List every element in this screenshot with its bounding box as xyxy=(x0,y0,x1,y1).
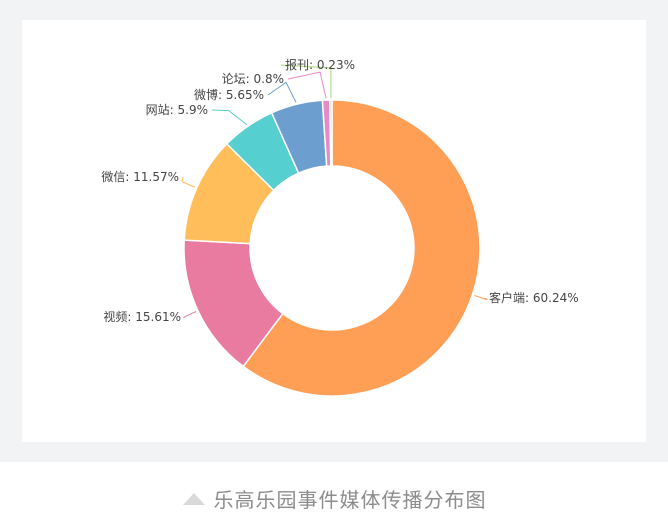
leader-line-网站 xyxy=(211,109,247,126)
slice-label-网站: 网站: 5.9% xyxy=(146,103,208,117)
slice-报刊[interactable] xyxy=(329,99,333,167)
leader-line-微博 xyxy=(267,81,297,103)
leader-line-视频 xyxy=(183,311,197,318)
slice-label-微博: 微博: 5.65% xyxy=(194,87,264,102)
slice-label-论坛: 论坛: 0.8% xyxy=(222,72,284,86)
triangle-icon xyxy=(182,492,205,505)
caption-text: 乐高乐园事件媒体传播分布图 xyxy=(213,488,487,512)
chart-card: 客户端: 60.24% 视频: 15.61% 微信: 11.57% 网站: 5.9% 微… xyxy=(22,20,646,442)
donut-chart: 客户端: 60.24% 视频: 15.61% 微信: 11.57% 网站: 5.9%微… xyxy=(101,57,579,397)
leader-line-客户端 xyxy=(474,294,488,301)
slice-客户端[interactable] xyxy=(242,99,481,397)
figure-frame: 客户端: 60.24% 视频: 15.61% 微信: 11.57% 网站: 5.9% 微… xyxy=(0,0,668,462)
slice-label-报刊: 报刊: 0.23% xyxy=(285,57,355,72)
slice-label-客户端: 客户端: 60.24% xyxy=(489,290,579,305)
slice-label-视频: 视频: 15.61% xyxy=(103,309,181,324)
leader-line-报刊 xyxy=(280,64,332,99)
leader-line-微信 xyxy=(181,176,196,188)
leader-line-论坛 xyxy=(287,71,327,99)
slice-label-微信: 微信: 11.57% xyxy=(101,170,179,184)
figure-caption: 乐高乐园事件媒体传播分布图 xyxy=(0,484,668,513)
